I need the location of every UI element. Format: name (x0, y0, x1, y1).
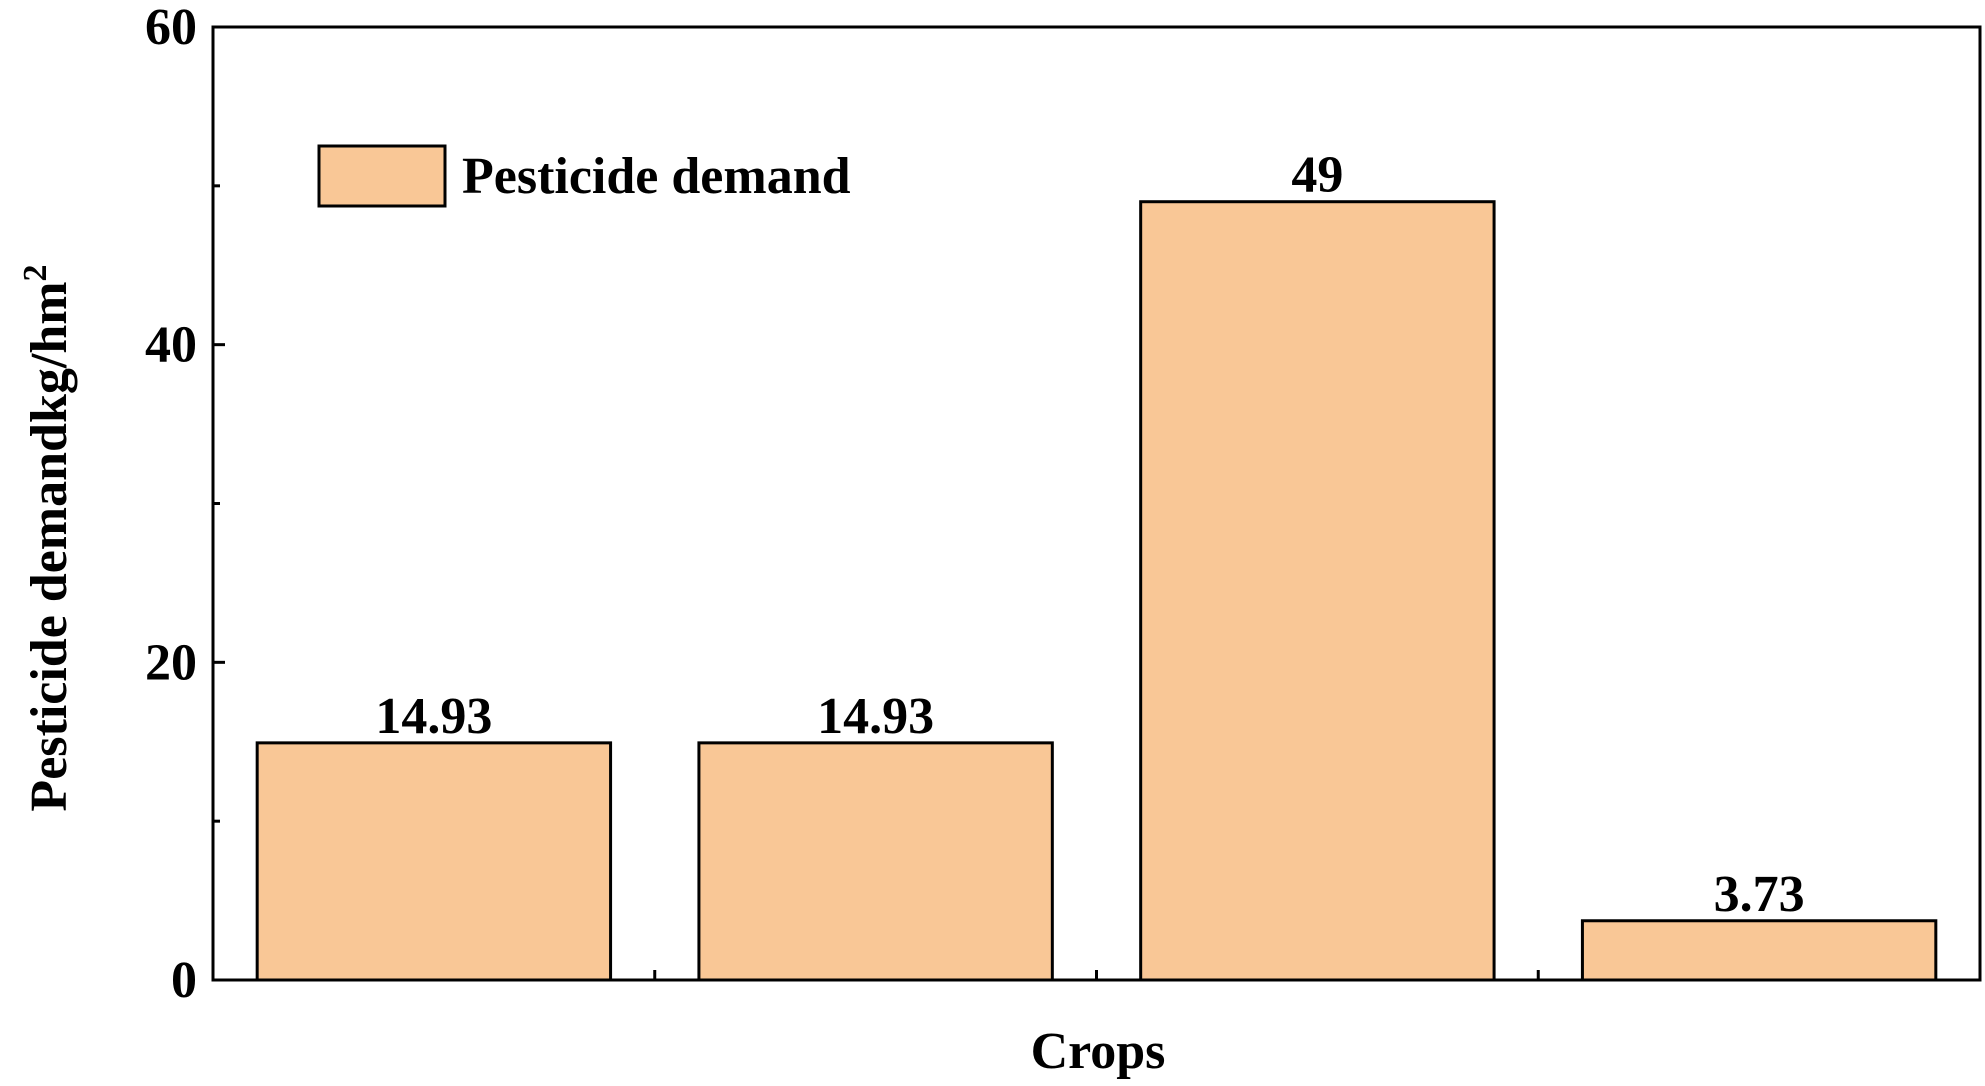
y-tick-label: 0 (171, 952, 197, 1009)
bar (697, 741, 1054, 982)
y-tick-label: 20 (145, 634, 197, 691)
legend: Pesticide demand (317, 144, 851, 208)
bar (255, 741, 613, 982)
legend-label: Pesticide demand (462, 148, 851, 205)
x-axis-label: Crops (1031, 1023, 1166, 1080)
y-axis-label-main: Pesticide demandkg/hm (21, 281, 78, 811)
y-axis-label: Pesticide demandkg/hm2 (17, 264, 78, 811)
y-axis-label-superscript: 2 (17, 264, 54, 281)
bar-value-label: 49 (1291, 147, 1343, 204)
data-labels-layer: 14.93 14.93 49 3.73 (375, 147, 1804, 923)
y-tick-label: 40 (145, 317, 197, 374)
bars-layer (255, 200, 1938, 982)
bar (1580, 919, 1938, 982)
ticks-layer: 0 20 40 60 (145, 0, 1540, 1009)
bar-value-label: 14.93 (817, 688, 934, 745)
legend-swatch (317, 144, 447, 208)
bar (1139, 200, 1496, 982)
y-tick-label: 60 (145, 0, 197, 56)
bar-value-label: 3.73 (1714, 866, 1805, 923)
bar-value-label: 14.93 (375, 688, 492, 745)
